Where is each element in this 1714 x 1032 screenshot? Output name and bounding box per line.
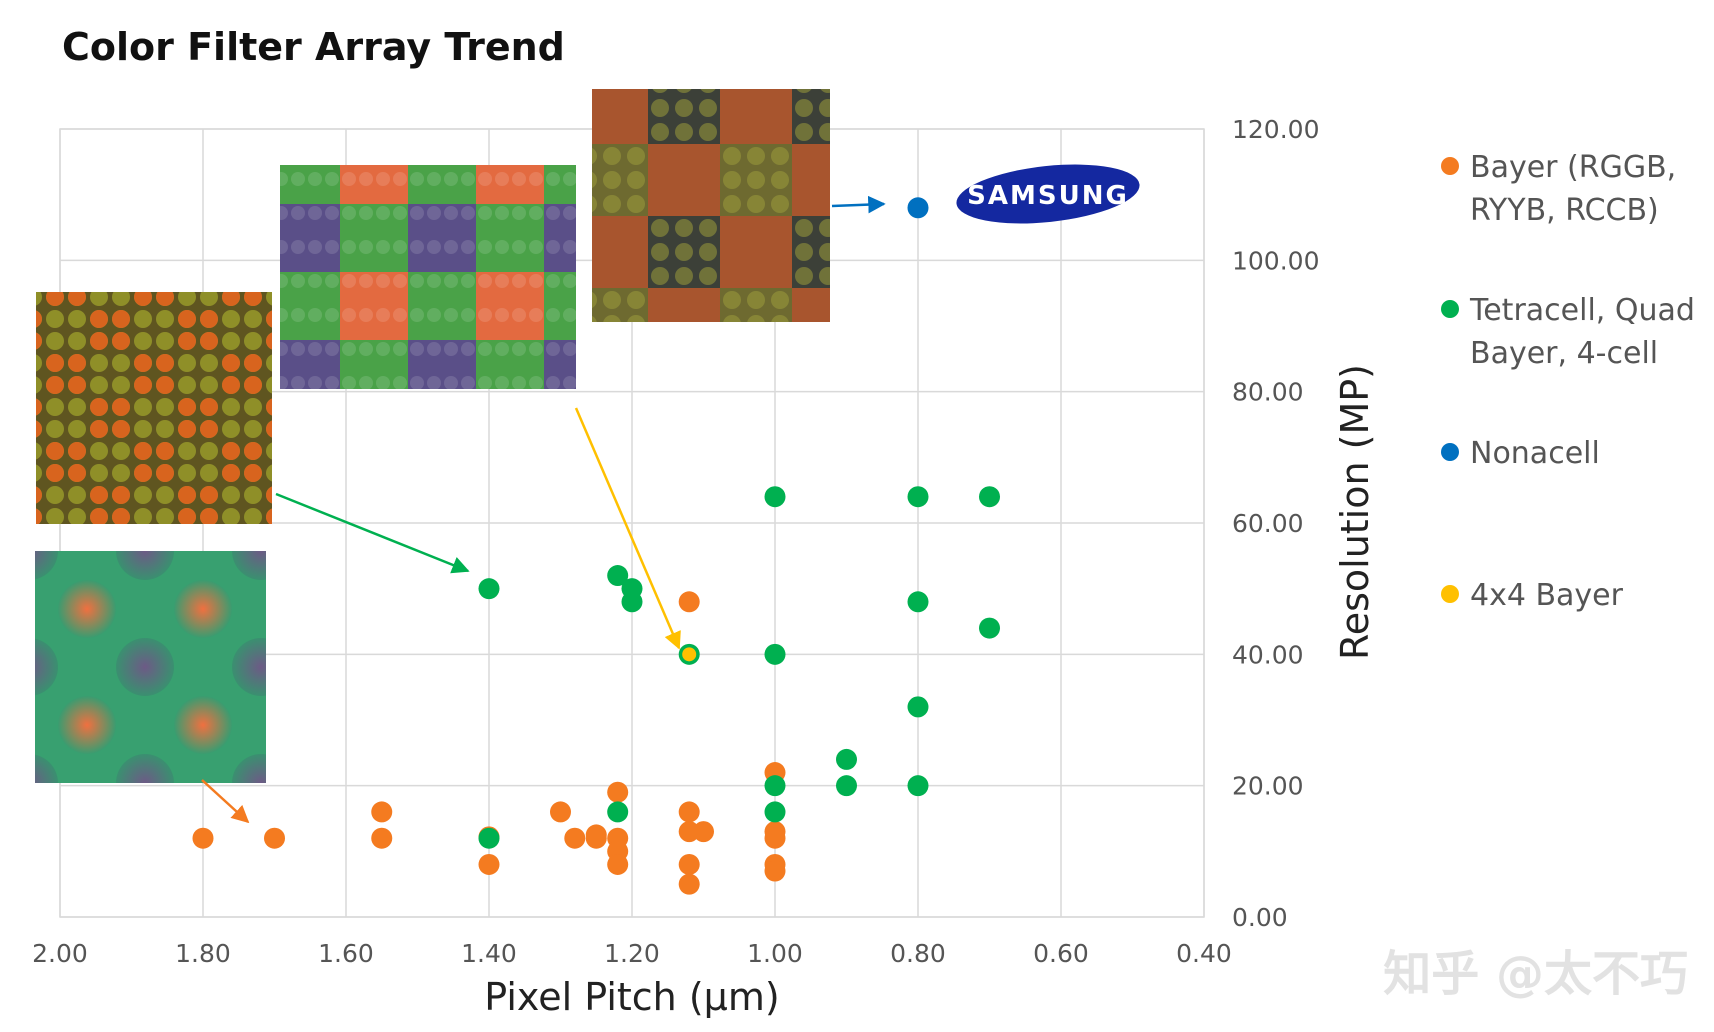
data-point-tetracell-quad-bayer-4-cell [836,775,857,797]
data-point-tetracell-quad-bayer-4-cell [764,643,786,665]
data-point-bayer-rggb-ryyb-rccb [764,860,786,882]
x-tick-label: 1.20 [604,939,660,968]
data-point-bayer-rggb-ryyb-rccb [678,801,700,823]
legend-marker [1441,300,1459,318]
data-point-tetracell-quad-bayer-4-cell [607,565,629,587]
data-point-bayer-rggb-ryyb-rccb [264,827,285,849]
data-point-tetracell-quad-bayer-4-cell [764,775,786,797]
x-tick-label: 1.40 [461,939,517,968]
x-tick-label: 0.80 [890,939,946,968]
data-point-tetracell-quad-bayer-4-cell [907,775,929,797]
legend-item-tetracell-quad-bayer-4-cell: Tetracell, Quad Bayer, 4-cell [1441,293,1695,371]
x-tick-label: 0.40 [1176,939,1232,968]
series-nonacell [907,197,929,219]
x-tick-label: 0.60 [1033,939,1089,968]
y-tick-label: 20.00 [1232,772,1304,801]
data-point-tetracell-quad-bayer-4-cell [478,578,500,600]
y-tick-labels: 0.00 20.00 40.00 60.00 80.00 100.00 120.00 [1232,115,1319,932]
legend-label: Bayer, 4-cell [1470,336,1658,371]
data-point-bayer-rggb-ryyb-rccb [371,801,393,823]
data-point-bayer-rggb-ryyb-rccb [585,827,607,849]
legend: Bayer (RGGB, RYYB, RCCB) Tetracell, Quad Ba… [1441,150,1695,613]
chart-title: Color Filter Array Trend [62,25,565,69]
data-point-tetracell-quad-bayer-4-cell [979,486,1000,508]
watermark: 知乎 @太不巧 [1383,946,1688,1002]
data-point-tetracell-quad-bayer-4-cell [607,801,629,823]
x-tick-label: 1.00 [747,939,803,968]
legend-label: Tetracell, Quad [1469,293,1695,328]
legend-label: Nonacell [1470,436,1600,471]
data-point-tetracell-quad-bayer-4-cell [621,591,643,613]
data-point-bayer-rggb-ryyb-rccb [371,827,393,849]
quad-bayer-mosaic-image [280,165,576,389]
y-tick-label: 120.00 [1232,115,1319,144]
tetracell-arrow [275,492,470,574]
legend-label: 4x4 Bayer [1470,578,1624,613]
data-point-bayer-rggb-ryyb-rccb [764,827,786,849]
data-point-tetracell-quad-bayer-4-cell [764,486,786,508]
data-point-bayer-rggb-ryyb-rccb [192,827,214,849]
data-point-bayer-rggb-ryyb-rccb [478,853,500,875]
nonacell-arrow [831,195,886,214]
legend-item-nonacell: Nonacell [1441,436,1600,471]
data-point-tetracell-quad-bayer-4-cell [907,486,929,508]
data-point-nonacell [907,197,929,219]
legend-marker [1441,443,1459,461]
x-tick-labels: 2.00 1.80 1.60 1.40 1.20 1.00 0.80 0.60 0.40 [32,939,1232,968]
data-point-bayer-rggb-ryyb-rccb [607,781,629,803]
data-point-bayer-rggb-ryyb-rccb [678,591,700,613]
legend-item-bayer-rggb-ryyb-rccb: Bayer (RGGB, RYYB, RCCB) [1441,150,1676,228]
data-point-bayer-rggb-ryyb-rccb [678,873,700,895]
y-tick-label: 0.00 [1232,903,1288,932]
bayer-mosaic-image [36,292,272,524]
nonacell-mosaic-image [592,89,830,322]
data-points [192,197,1000,895]
y-tick-label: 60.00 [1232,509,1304,538]
series-4x4-bayer [682,647,697,662]
data-point-tetracell-quad-bayer-4-cell [764,801,786,823]
4x4-bayer-mosaic-image [35,551,266,783]
y-axis-title: Resolution (MP) [1333,364,1377,660]
data-point-bayer-rggb-ryyb-rccb [693,821,714,843]
samsung-logo: SAMSUNG [956,164,1140,224]
x-axis-title: Pixel Pitch (µm) [484,975,779,1019]
y-tick-label: 100.00 [1232,246,1319,275]
legend-label: RYYB, RCCB) [1470,193,1659,228]
data-point-bayer-rggb-ryyb-rccb [607,853,629,875]
x-tick-label: 1.80 [175,939,231,968]
legend-item-4x4-bayer: 4x4 Bayer [1441,578,1624,613]
legend-marker [1441,585,1459,603]
data-point-4x4-bayer [682,647,697,662]
legend-marker [1441,157,1459,175]
data-point-tetracell-quad-bayer-4-cell [979,617,1000,639]
data-point-tetracell-quad-bayer-4-cell [836,748,857,770]
data-point-tetracell-quad-bayer-4-cell [478,827,500,849]
samsung-logo-text: SAMSUNG [967,181,1129,211]
series-tetracell-quad-bayer-4-cell [478,486,1000,849]
x-tick-label: 1.60 [318,939,374,968]
bayer-arrow [201,779,250,824]
data-point-bayer-rggb-ryyb-rccb [550,801,571,823]
data-point-tetracell-quad-bayer-4-cell [907,696,929,718]
x-tick-label: 2.00 [32,939,88,968]
data-point-bayer-rggb-ryyb-rccb [678,853,700,875]
4x4-bayer-arrow [574,407,681,650]
y-tick-label: 40.00 [1232,640,1304,669]
data-point-bayer-rggb-ryyb-rccb [564,827,586,849]
data-point-tetracell-quad-bayer-4-cell [907,591,929,613]
legend-label: Bayer (RGGB, [1470,150,1676,185]
y-tick-label: 80.00 [1232,378,1304,407]
